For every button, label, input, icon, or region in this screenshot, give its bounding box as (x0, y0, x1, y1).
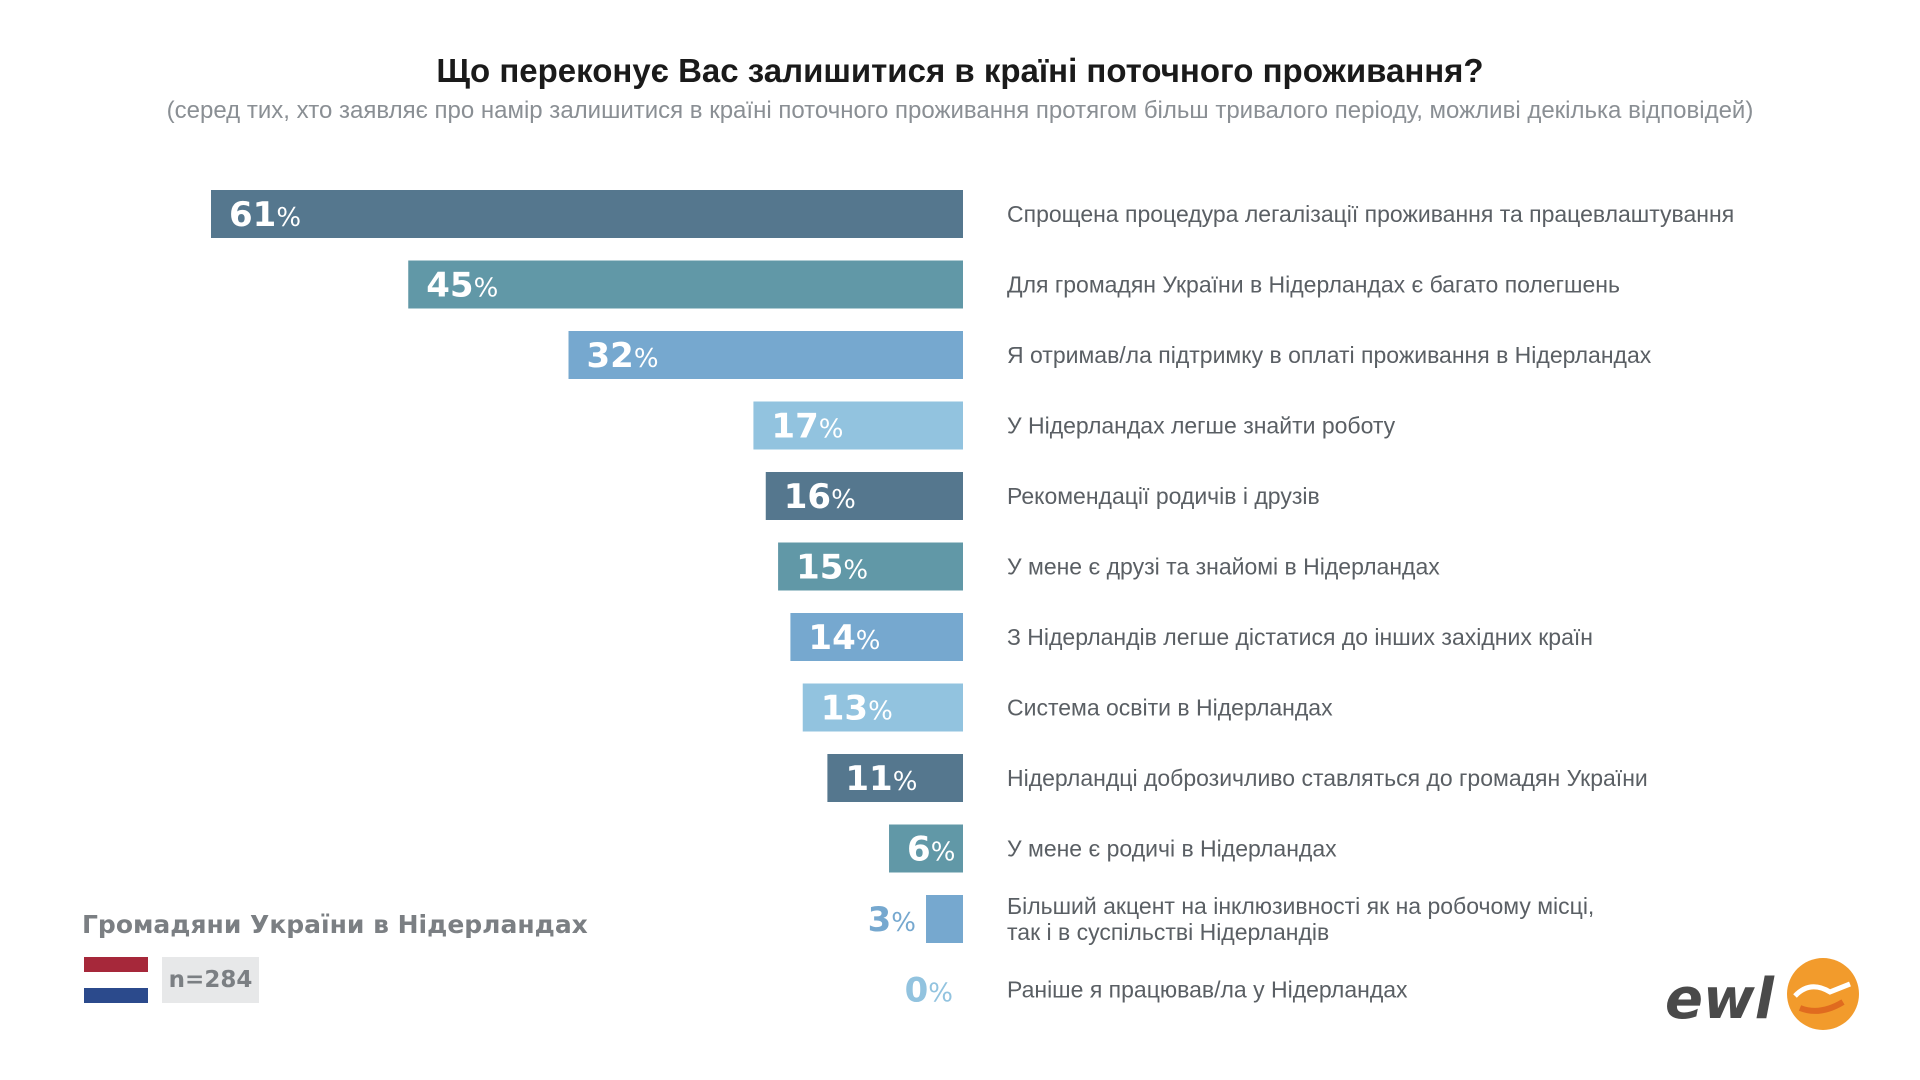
bar (765, 472, 963, 520)
bar (802, 683, 963, 732)
bar (753, 401, 963, 450)
bar-value-label: 6% (907, 830, 955, 870)
category-label: У Нідерландах легше знайти роботу (1007, 413, 1396, 439)
chart-title: Що переконує Вас залишитися в країні пот… (436, 52, 1484, 89)
bar-value-label: 15% (796, 548, 868, 588)
flag-stripe-blue (84, 987, 148, 1003)
category-label: Нідерландці доброзичливо ставляться до г… (1007, 765, 1648, 791)
country-label: Громадяни України в Нідерландах (82, 910, 588, 939)
bar-value-label: 3% (868, 900, 916, 940)
sample-size-badge: n=284 (162, 957, 259, 1003)
bar (211, 190, 963, 238)
bar-value-label: 11% (845, 759, 917, 799)
category-label: У мене є друзі та знайомі в Нідерландах (1007, 554, 1440, 580)
flag-stripe-red (84, 957, 148, 973)
handshake-icon (1793, 981, 1851, 998)
category-label: Рекомендації родичів і друзів (1007, 483, 1320, 509)
bar-value-label: 61% (229, 195, 301, 235)
bar-value-label: 32% (587, 336, 659, 376)
bar (926, 895, 963, 943)
bar (408, 260, 963, 309)
flag-stripe-white (84, 972, 148, 988)
bar (827, 754, 963, 802)
bar-value-label: 13% (821, 689, 893, 729)
chart-subtitle: (серед тих, хто заявляє про намір залиши… (166, 97, 1754, 124)
bar-value-label: 45% (426, 266, 498, 306)
category-label: Я отримав/ла підтримку в оплаті проживан… (1007, 342, 1652, 368)
bar (889, 824, 963, 873)
bar-value-label: 14% (808, 618, 880, 658)
category-label: У мене є родичі в Нідерландах (1007, 836, 1337, 862)
bar-value-label: 16% (784, 477, 856, 517)
category-label: З Нідерландів легше дістатися до інших з… (1007, 624, 1593, 650)
bar-value-label: 0% (905, 971, 953, 1011)
logo-text: ewl (1665, 967, 1775, 1032)
bar (790, 613, 963, 661)
handshake-lower-icon (1798, 999, 1845, 1014)
category-label: Більший акцент на інклюзивності як на ро… (1007, 893, 1594, 945)
category-label: Для громадян України в Нідерландах є баг… (1007, 272, 1620, 298)
category-label: Раніше я працював/ла у Нідерландах (1007, 977, 1408, 1003)
ewl-logo: ewl (1665, 958, 1859, 1032)
bar-chart: 61% Спрощена процедура легалізації прожив… (211, 190, 1734, 1011)
category-label: Спрощена процедура легалізації проживанн… (1007, 201, 1734, 227)
netherlands-flag-icon (84, 957, 148, 1003)
bar-value-label: 17% (771, 407, 843, 447)
bar (778, 542, 963, 591)
bar (568, 331, 963, 379)
category-label: Система освіти в Нідерландах (1007, 695, 1333, 721)
